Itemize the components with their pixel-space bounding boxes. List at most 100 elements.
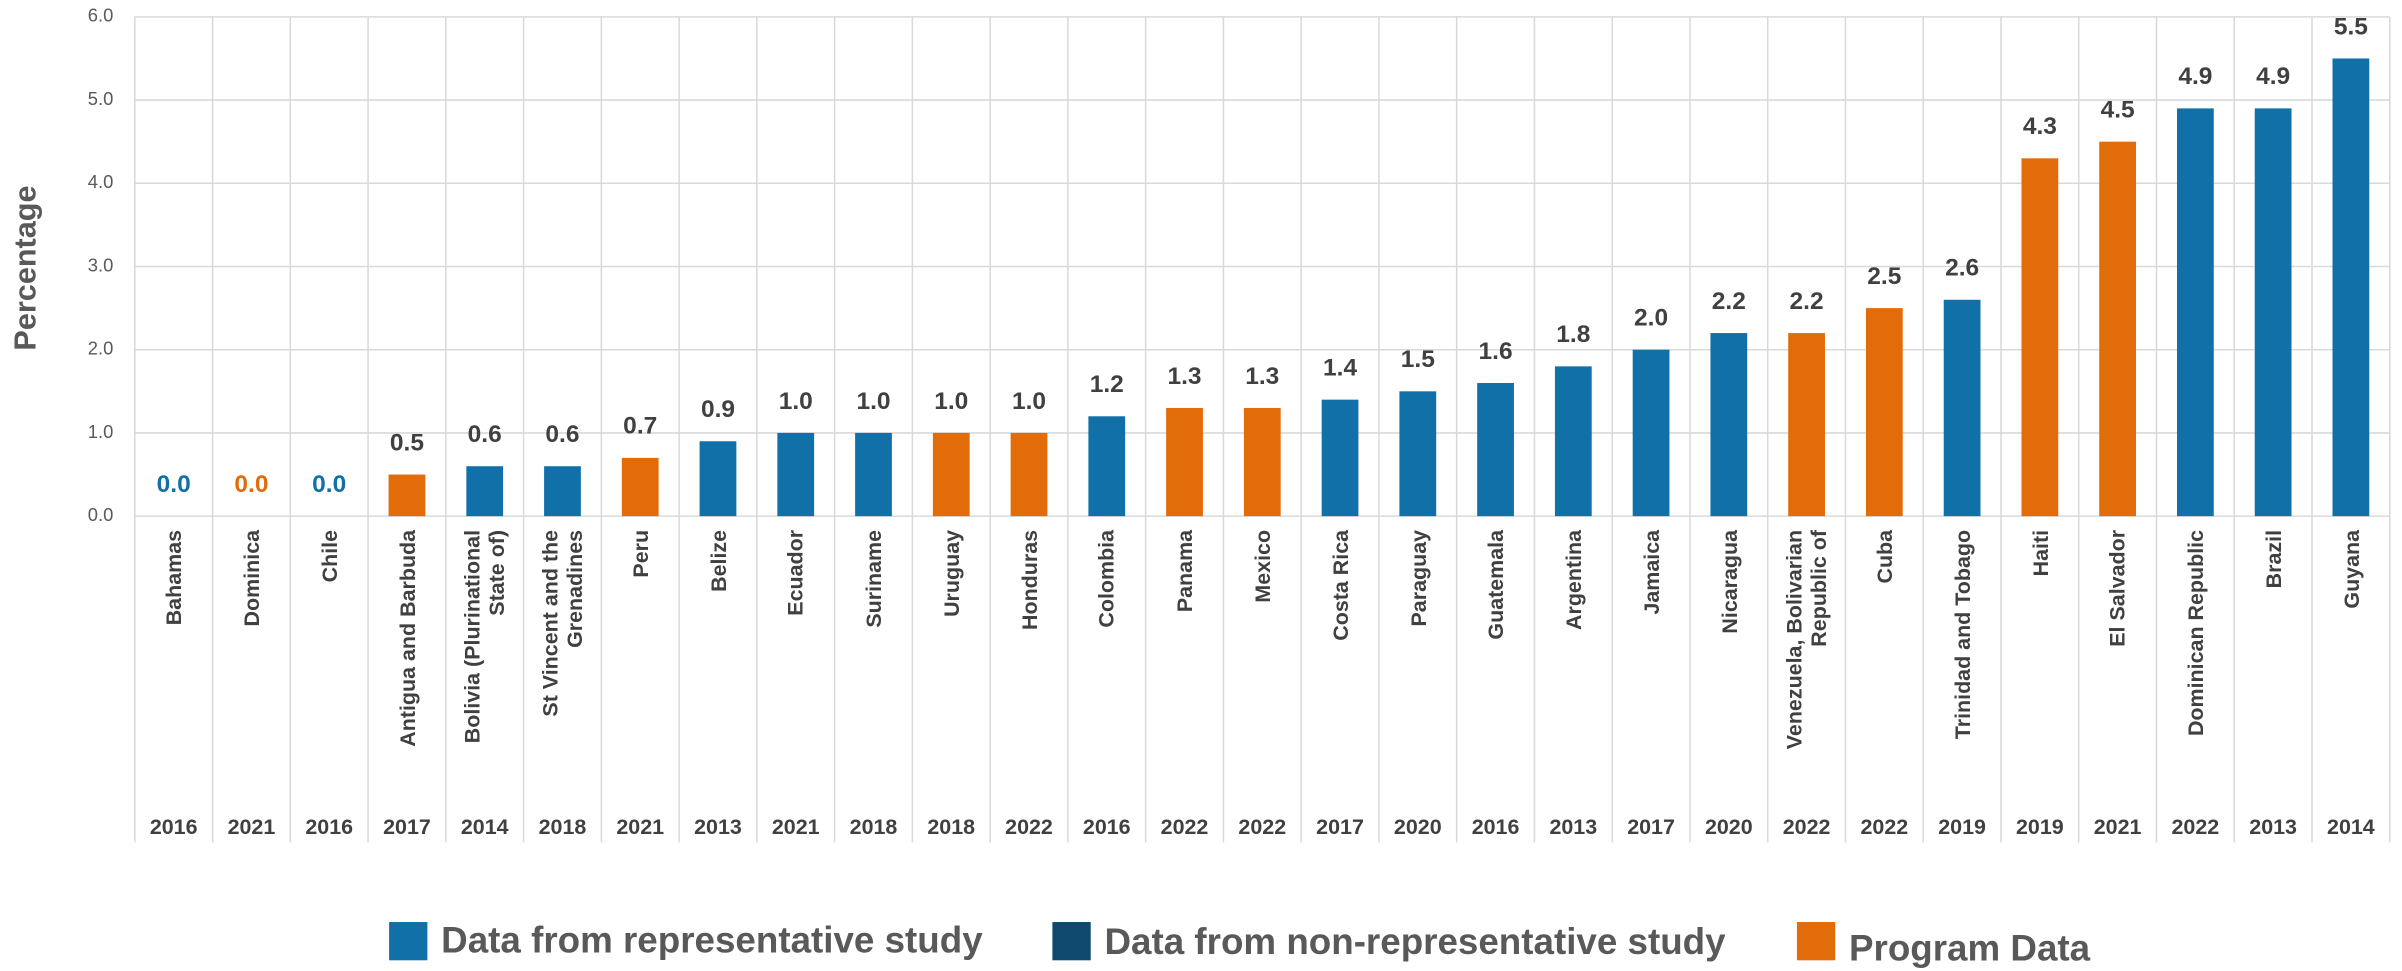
y-tick-label: 2.0 [88,338,114,359]
x-tick-label: Jamaica [1638,529,1664,615]
data-label: 0.6 [545,421,579,448]
data-label: 1.0 [1012,388,1046,415]
bar [2099,141,2136,517]
x-tick-label: Bahamas [161,529,186,626]
year-label: 2022 [1860,815,1908,839]
bar [699,441,737,517]
year-label: 2018 [850,815,898,839]
bar [1321,399,1359,517]
x-tick-label: Colombia [1094,529,1120,628]
x-tick-label: Trinidad and Tobago [1949,529,1975,740]
bar [2176,108,2214,517]
year-label: 2016 [1083,815,1131,839]
data-label: 1.0 [779,388,813,415]
x-tick-label: Costa Rica [1327,529,1353,641]
bar [1243,407,1281,517]
x-tick-label: Antigua and Barbuda [394,529,420,747]
bar [1554,366,1592,517]
year-label: 2018 [927,815,975,839]
y-tick-label: 1.0 [88,421,114,442]
x-tick-label: Guatemala [1483,529,1508,640]
bar [777,432,815,517]
x-tick-label: Guyana [2338,529,2364,609]
legend-swatch [1052,922,1091,961]
year-label: 2020 [1394,815,1442,839]
year-label: 2022 [1005,815,1053,839]
data-label: 4.5 [2101,97,2135,124]
year-label: 2021 [228,815,276,839]
x-tick-label: Chile [316,529,342,583]
x-tick-label: Cuba [1872,529,1897,584]
x-tick-label: Venezuela, Bolivarian Republic of [1782,529,1832,750]
bar [1088,416,1126,517]
data-label: 1.0 [934,388,968,415]
data-label: 1.3 [1245,363,1279,390]
bar [855,432,892,517]
year-label: 2013 [694,815,742,839]
x-tick-label: Dominica [239,529,264,627]
x-tick-label: Bolivia (Plurinational State of) [460,529,510,744]
y-tick-label: 4.0 [88,171,114,192]
y-tick-label: 5.0 [88,88,114,109]
year-label: 2022 [2172,815,2220,839]
data-label: 1.2 [1090,371,1124,398]
x-tick-label: Honduras [1016,529,1042,631]
bar [1710,333,1748,517]
data-label: 4.9 [2256,63,2290,90]
bar [1788,333,1825,517]
year-label: 2021 [616,815,664,839]
bar [544,466,581,517]
x-tick-label: Dominican Republic [2183,529,2208,737]
bar [466,466,504,517]
year-label: 2021 [772,815,820,839]
year-label: 2017 [1627,815,1675,839]
data-label: 0.0 [157,471,191,498]
y-tick-label: 6.0 [88,5,114,26]
data-label: 2.5 [1867,263,1901,290]
y-axis-label: Percentage [9,185,43,350]
year-label: 2022 [1238,815,1286,839]
data-label: 1.5 [1401,346,1435,373]
year-label: 2016 [1472,815,1520,839]
data-label: 2.2 [1790,288,1824,315]
year-label: 2014 [2327,815,2375,839]
legend-label: Data from representative study [441,920,983,962]
data-label: 0.6 [468,421,502,448]
year-label: 2016 [150,815,198,839]
year-label: 2014 [461,815,509,839]
year-label: 2022 [1161,815,1209,839]
x-tick-label: Uruguay [938,529,964,617]
bar [1943,299,1981,517]
x-tick-label: El Salvador [2105,529,2130,647]
bar [1632,349,1670,517]
x-tick-label: Suriname [861,529,886,628]
data-label: 0.0 [312,471,346,498]
x-tick-label: Panama [1172,529,1197,613]
data-label: 4.9 [2178,63,2212,90]
data-label: 1.3 [1167,363,1201,390]
data-label: 1.4 [1323,354,1357,381]
data-label: 4.3 [2023,113,2057,140]
x-tick-label: Haiti [2027,529,2053,577]
data-label: 1.0 [856,388,890,415]
year-label: 2019 [1938,815,1986,839]
year-label: 2017 [383,815,431,839]
year-label: 2018 [539,815,587,839]
bar [1399,391,1437,517]
year-label: 2022 [1783,815,1831,839]
bar [1010,432,1048,517]
bar [1166,407,1203,517]
data-label: 1.6 [1479,338,1513,365]
bar [2021,158,2059,517]
year-label: 2016 [305,815,353,839]
year-label: 2020 [1705,815,1753,839]
x-tick-label: Argentina [1561,529,1586,631]
data-label: 1.8 [1556,321,1590,348]
year-label: 2013 [2249,815,2297,839]
x-tick-label: Mexico [1250,529,1275,603]
y-tick-label: 0.0 [88,504,114,525]
y-tick-label: 3.0 [88,254,114,275]
year-label: 2017 [1316,815,1364,839]
